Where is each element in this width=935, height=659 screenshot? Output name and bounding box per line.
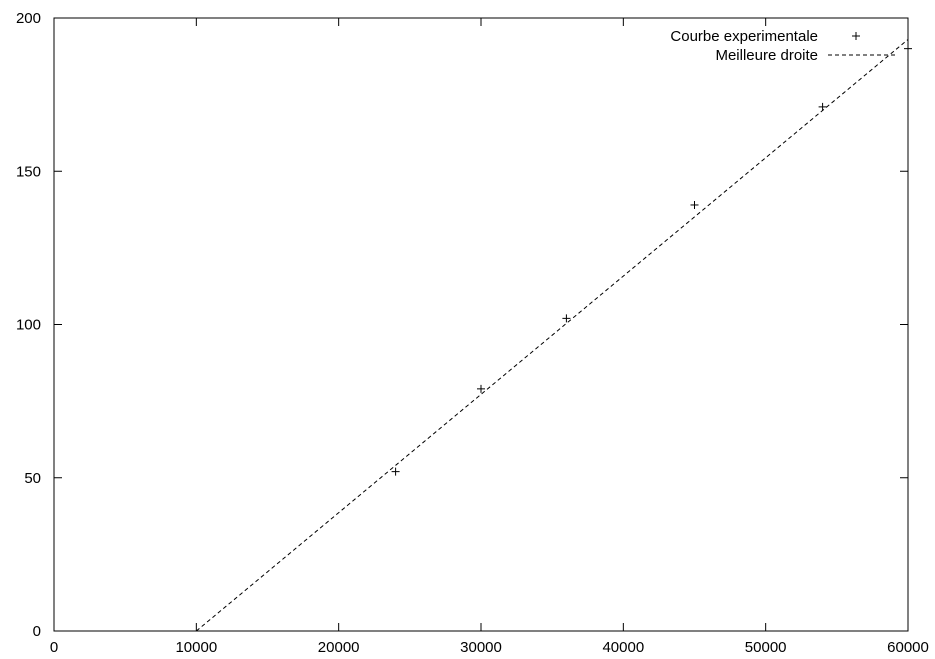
y-tick-label: 150 — [16, 163, 41, 180]
best-fit-line-series — [196, 39, 909, 632]
data-point — [818, 102, 827, 111]
data-point — [477, 384, 485, 393]
legend: Courbe experimentale Meilleure droite — [670, 28, 898, 64]
y-tick-label: 0 — [33, 623, 41, 640]
x-tick-label: 10000 — [175, 639, 217, 656]
legend-label-experimental: Courbe experimentale — [670, 28, 818, 45]
x-tick-label: 20000 — [318, 639, 360, 656]
y-axis-ticks: 0 50 100 150 200 — [16, 10, 908, 640]
x-axis-ticks: 0 10000 20000 30000 40000 50000 60000 — [50, 18, 929, 656]
data-point — [562, 314, 571, 323]
x-tick-label: 40000 — [602, 639, 644, 656]
experimental-points-series — [391, 44, 912, 476]
legend-plus-glyph — [852, 32, 860, 40]
data-point — [690, 200, 699, 209]
x-tick-label: 0 — [50, 639, 58, 656]
y-tick-label: 50 — [24, 470, 41, 487]
x-tick-label: 60000 — [887, 639, 929, 656]
legend-marker-plus — [852, 32, 860, 40]
x-tick-label: 30000 — [460, 639, 502, 656]
legend-label-best-line: Meilleure droite — [715, 47, 818, 64]
data-point — [391, 467, 400, 476]
best-fit-line — [196, 39, 909, 632]
data-point — [904, 44, 912, 53]
y-tick-label: 200 — [16, 10, 41, 27]
x-tick-label: 50000 — [745, 639, 787, 656]
y-tick-label: 100 — [16, 317, 41, 334]
plot-frame — [53, 17, 909, 632]
